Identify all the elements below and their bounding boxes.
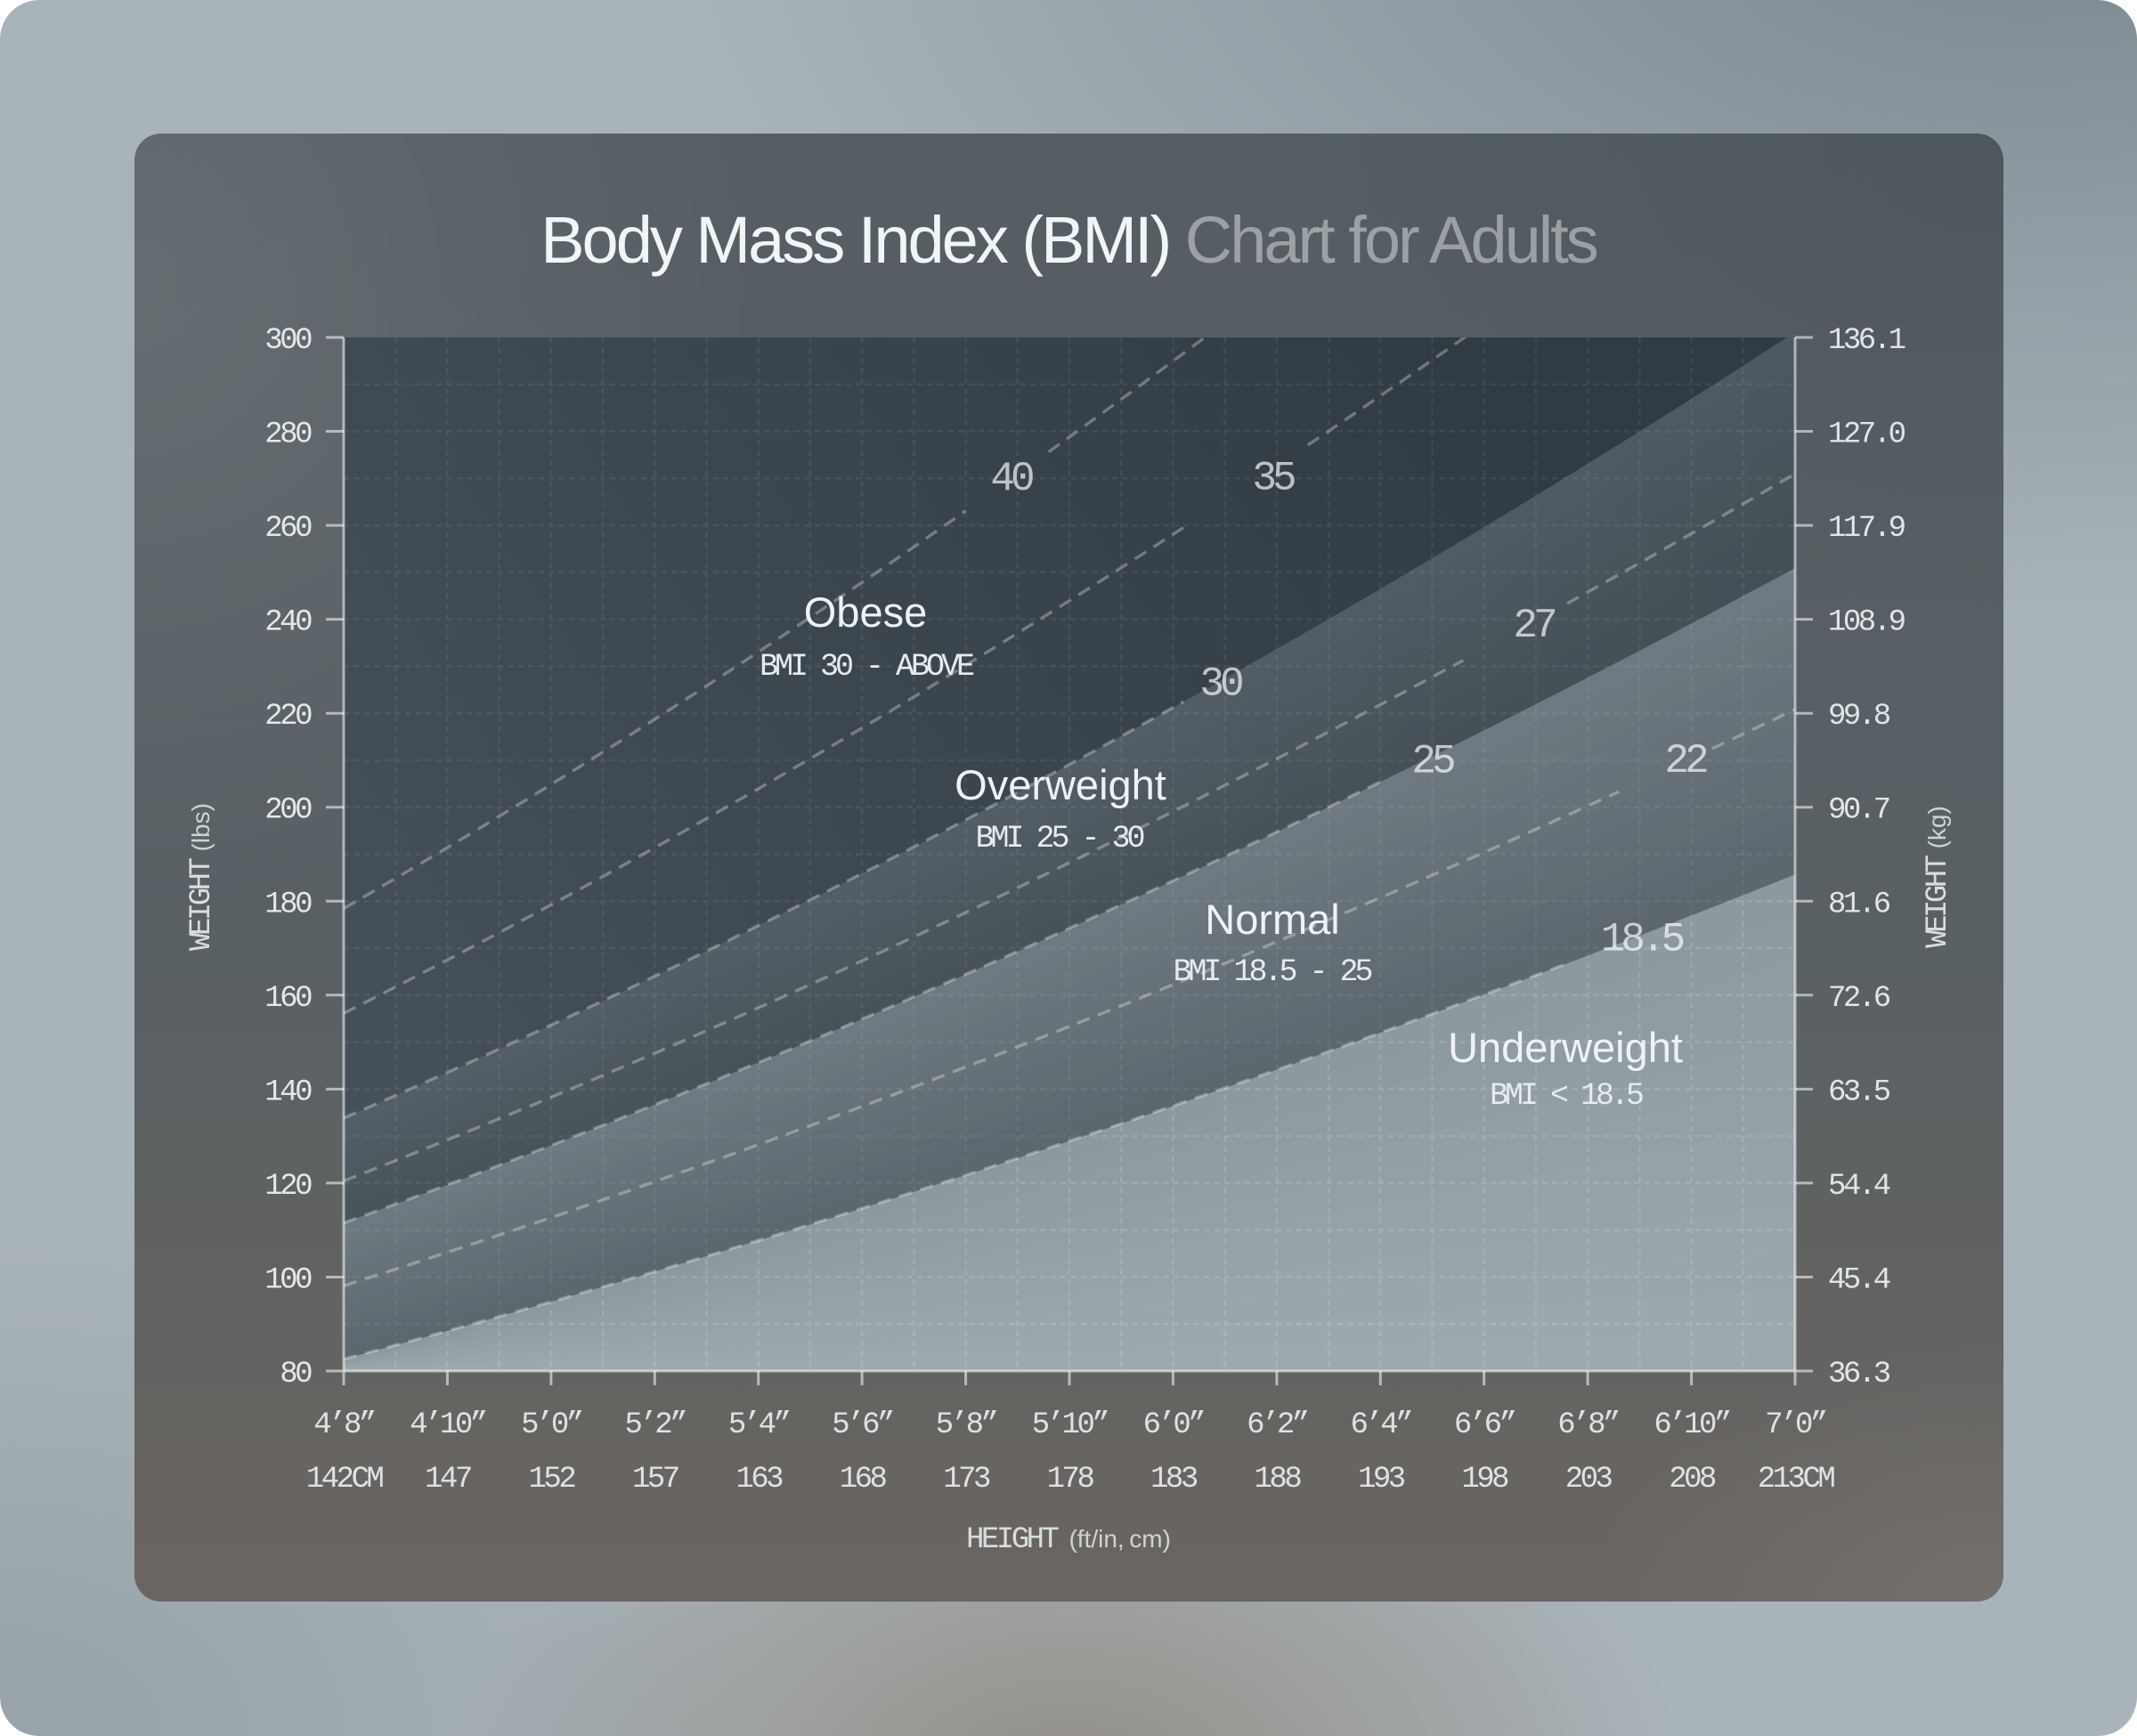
svg-text:25: 25 [1411,739,1454,785]
svg-text:198: 198 [1461,1463,1508,1497]
svg-text:Underweight: Underweight [1448,1024,1683,1071]
svg-text:5’4”: 5’4” [728,1408,790,1442]
svg-text:152: 152 [529,1463,575,1497]
svg-text:5’6”: 5’6” [832,1408,893,1442]
svg-text:6’0”: 6’0” [1143,1408,1205,1442]
svg-text:Normal: Normal [1205,896,1339,943]
svg-text:6’4”: 6’4” [1350,1408,1411,1442]
svg-text:4’8”: 4’8” [313,1408,375,1442]
svg-text:5’10”: 5’10” [1032,1408,1109,1442]
svg-text:260: 260 [264,512,312,546]
svg-text:300: 300 [264,324,312,358]
svg-text:127.0: 127.0 [1828,418,1905,452]
svg-text:208: 208 [1669,1463,1716,1497]
svg-text:240: 240 [264,606,312,640]
svg-text:6’2”: 6’2” [1247,1408,1308,1442]
svg-text:6’8”: 6’8” [1557,1408,1619,1442]
svg-text:173: 173 [943,1463,990,1497]
svg-text:63.5: 63.5 [1828,1075,1890,1109]
svg-text:193: 193 [1358,1463,1405,1497]
svg-text:108.9: 108.9 [1828,606,1905,640]
svg-text:6’10”: 6’10” [1654,1408,1730,1442]
svg-text:213CM: 213CM [1758,1463,1835,1497]
svg-text:45.4: 45.4 [1828,1264,1890,1298]
svg-text:168: 168 [840,1463,887,1497]
svg-text:81.6: 81.6 [1828,888,1890,921]
svg-text:27: 27 [1513,603,1556,649]
svg-text:180: 180 [264,888,312,921]
svg-text:90.7: 90.7 [1828,794,1889,828]
svg-text:40: 40 [990,456,1033,502]
svg-text:120: 120 [264,1170,312,1204]
svg-text:BMI < 18.5: BMI < 18.5 [1490,1078,1643,1114]
svg-text:6’6”: 6’6” [1454,1408,1515,1442]
svg-text:140: 140 [264,1075,312,1109]
svg-text:147: 147 [425,1463,471,1497]
svg-text:163: 163 [735,1463,783,1497]
svg-text:30: 30 [1199,661,1242,707]
svg-text:203: 203 [1565,1463,1613,1497]
svg-text:HEIGHT(ft/in, cm): HEIGHT (ft/in, cm) [966,1523,1171,1557]
svg-text:99.8: 99.8 [1828,700,1890,734]
svg-text:200: 200 [264,794,312,828]
svg-text:160: 160 [264,982,312,1016]
svg-text:BMI 30 - ABOVE: BMI 30 - ABOVE [760,649,974,685]
svg-text:22: 22 [1664,738,1707,784]
svg-text:Body Mass Index (BMI) Chart fo: Body Mass Index (BMI) Chart for Adults [540,203,1597,277]
svg-text:220: 220 [264,700,312,734]
svg-text:4’10”: 4’10” [410,1408,486,1442]
svg-text:7’0”: 7’0” [1765,1408,1826,1442]
svg-text:280: 280 [264,418,312,452]
svg-text:72.6: 72.6 [1828,982,1890,1016]
svg-text:BMI 18.5 - 25: BMI 18.5 - 25 [1173,954,1371,990]
svg-text:54.4: 54.4 [1828,1170,1890,1204]
svg-text:136.1: 136.1 [1828,324,1905,358]
svg-text:36.3: 36.3 [1828,1358,1890,1391]
svg-text:5’2”: 5’2” [624,1408,686,1442]
svg-text:18.5: 18.5 [1601,916,1684,962]
svg-text:Obese: Obese [804,588,927,636]
svg-text:178: 178 [1047,1463,1094,1497]
svg-text:142CM: 142CM [306,1463,384,1497]
svg-text:WEIGHT(kg): WEIGHT(kg) [1922,806,1955,948]
svg-text:80: 80 [280,1358,312,1391]
svg-text:188: 188 [1255,1463,1302,1497]
svg-text:BMI 25 - 30: BMI 25 - 30 [975,821,1143,856]
svg-text:35: 35 [1252,456,1295,502]
svg-text:183: 183 [1150,1463,1198,1497]
svg-text:5’8”: 5’8” [936,1408,997,1442]
svg-text:157: 157 [632,1463,678,1497]
svg-text:100: 100 [264,1264,312,1298]
svg-text:WEIGHT(lbs): WEIGHT(lbs) [185,803,219,951]
svg-text:Overweight: Overweight [955,761,1166,808]
svg-text:5’0”: 5’0” [521,1408,582,1442]
svg-text:117.9: 117.9 [1828,512,1905,546]
